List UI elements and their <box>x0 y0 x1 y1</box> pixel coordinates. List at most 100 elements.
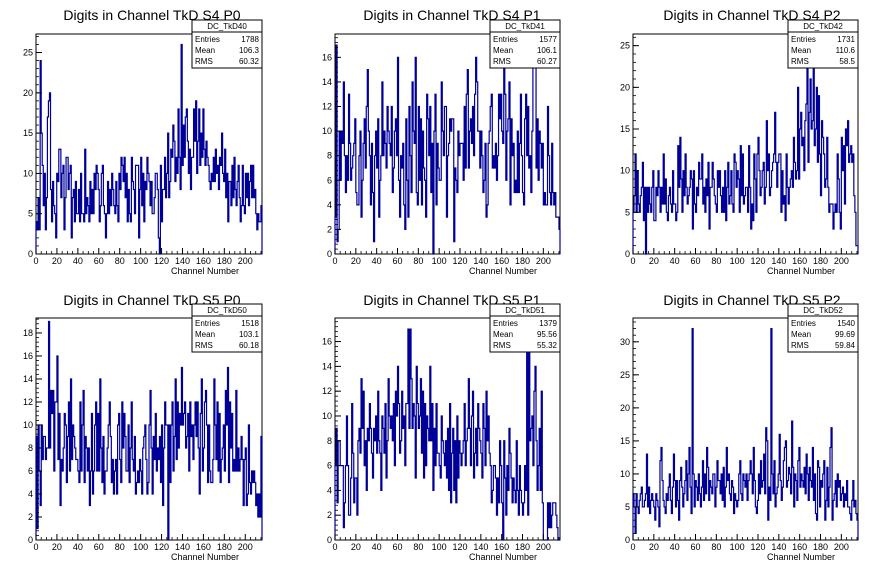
x-tick-label: 120 <box>452 542 467 552</box>
stats-label-rms: RMS <box>195 57 213 66</box>
plot-frame <box>35 33 263 255</box>
x-tick-label: 40 <box>372 256 382 266</box>
x-tick-label: 60 <box>392 256 402 266</box>
plot-frame <box>334 33 561 255</box>
x-tick-label: 140 <box>175 542 190 552</box>
stats-label-entries: Entries <box>791 319 816 328</box>
x-tick-label: 180 <box>813 542 828 552</box>
x-tick-label: 60 <box>392 542 402 552</box>
y-tick-label: 8 <box>327 151 332 161</box>
histogram-series <box>35 320 263 541</box>
stats-value-mean: 110.6 <box>836 46 856 55</box>
y-tick-label: 10 <box>23 420 33 430</box>
x-tick-label: 100 <box>432 542 447 552</box>
stats-label-entries: Entries <box>195 35 220 44</box>
x-tick-label: 180 <box>217 542 232 552</box>
x-tick-label: 120 <box>452 256 467 266</box>
x-tick-label: 0 <box>630 542 635 552</box>
x-tick-label: 180 <box>515 542 530 552</box>
x-tick-label: 60 <box>94 542 104 552</box>
y-tick-label: 0 <box>327 249 332 259</box>
x-tick-label: 80 <box>711 256 721 266</box>
plot-frame <box>632 33 859 255</box>
x-tick-label: 80 <box>711 542 721 552</box>
stats-value-entries: 1577 <box>539 35 557 44</box>
y-tick-label: 16 <box>322 337 332 347</box>
y-tick-label: 0 <box>625 249 630 259</box>
stats-box-frame <box>787 303 859 353</box>
y-tick-label: 10 <box>620 166 630 176</box>
x-tick-label: 40 <box>670 542 680 552</box>
x-tick-label: 80 <box>115 542 125 552</box>
y-tick-label: 6 <box>28 466 33 476</box>
histogram-series <box>632 45 859 255</box>
stats-value-entries: 1379 <box>539 319 557 328</box>
y-tick-label: 18 <box>23 328 33 338</box>
x-tick-label: 40 <box>670 256 680 266</box>
stats-name: DC_TkD41 <box>505 22 545 31</box>
stats-value-entries: 1788 <box>241 35 259 44</box>
stats-box-frame <box>489 303 561 353</box>
y-tick-label: 5 <box>28 209 33 219</box>
y-tick-label: 20 <box>23 88 33 98</box>
x-tick-label: 40 <box>73 542 83 552</box>
stats-box: DC_TkD41 Entries 1577 Mean 106.1 RMS 60.27 <box>489 19 561 69</box>
stats-label-mean: Mean <box>195 330 215 339</box>
x-tick-label: 80 <box>413 542 423 552</box>
y-tick-label: 10 <box>620 469 630 479</box>
stats-label-mean: Mean <box>493 330 513 339</box>
stats-label-entries: Entries <box>493 319 518 328</box>
x-tick-label: 160 <box>494 542 509 552</box>
y-tick-label: 15 <box>23 128 33 138</box>
y-tick-label: 25 <box>620 370 630 380</box>
stats-box: DC_TkD42 Entries 1731 Mean 110.6 RMS 58.5 <box>787 19 859 69</box>
x-tick-label: 140 <box>473 542 488 552</box>
x-tick-label: 100 <box>432 256 447 266</box>
stats-label-entries: Entries <box>791 35 816 44</box>
y-tick-label: 2 <box>327 510 332 520</box>
y-tick-label: 12 <box>23 397 33 407</box>
stats-label-mean: Mean <box>195 46 215 55</box>
y-tick-label: 25 <box>23 48 33 58</box>
stats-value-rms: 60.27 <box>537 57 558 66</box>
x-tick-label: 180 <box>515 256 530 266</box>
y-tick-label: 5 <box>625 502 630 512</box>
plot-frame <box>35 317 263 541</box>
histogram-series <box>632 327 859 540</box>
y-tick-label: 8 <box>28 443 33 453</box>
stats-value-rms: 55.32 <box>537 341 558 350</box>
y-tick-label: 15 <box>620 124 630 134</box>
y-tick-label: 12 <box>322 386 332 396</box>
plot-frame <box>632 317 859 541</box>
histogram-series <box>35 43 263 255</box>
x-tick-label: 20 <box>649 256 659 266</box>
x-tick-label: 120 <box>750 542 765 552</box>
y-tick-label: 15 <box>620 436 630 446</box>
x-tick-label: 120 <box>154 256 169 266</box>
stats-value-rms: 58.5 <box>839 57 855 66</box>
chart-title: Digits in Channel TkD S4 P0 <box>63 7 240 23</box>
x-tick-label: 80 <box>413 256 423 266</box>
x-tick-label: 200 <box>834 256 849 266</box>
stats-value-entries: 1540 <box>837 319 855 328</box>
x-axis-label: Channel Number <box>767 266 835 276</box>
y-tick-label: 10 <box>322 411 332 421</box>
histogram-panel-s4-p2: Digits in Channel TkD S4 P20 20 40 60 80 100 1… <box>620 7 859 276</box>
x-tick-label: 200 <box>536 256 551 266</box>
stats-box-frame <box>787 19 859 69</box>
x-axis-label: Channel Number <box>171 552 239 562</box>
y-tick-label: 6 <box>327 175 332 185</box>
stats-name: DC_TkD50 <box>207 306 247 315</box>
stats-value-entries: 1518 <box>241 319 259 328</box>
stats-label-rms: RMS <box>791 341 809 350</box>
x-axis-label: Channel Number <box>469 266 537 276</box>
x-tick-label: 140 <box>771 542 786 552</box>
x-tick-label: 0 <box>332 542 337 552</box>
x-tick-label: 120 <box>154 542 169 552</box>
stats-label-mean: Mean <box>791 330 811 339</box>
histogram-series <box>334 44 561 255</box>
x-tick-label: 0 <box>630 256 635 266</box>
x-tick-label: 140 <box>473 256 488 266</box>
stats-value-rms: 60.32 <box>239 57 260 66</box>
